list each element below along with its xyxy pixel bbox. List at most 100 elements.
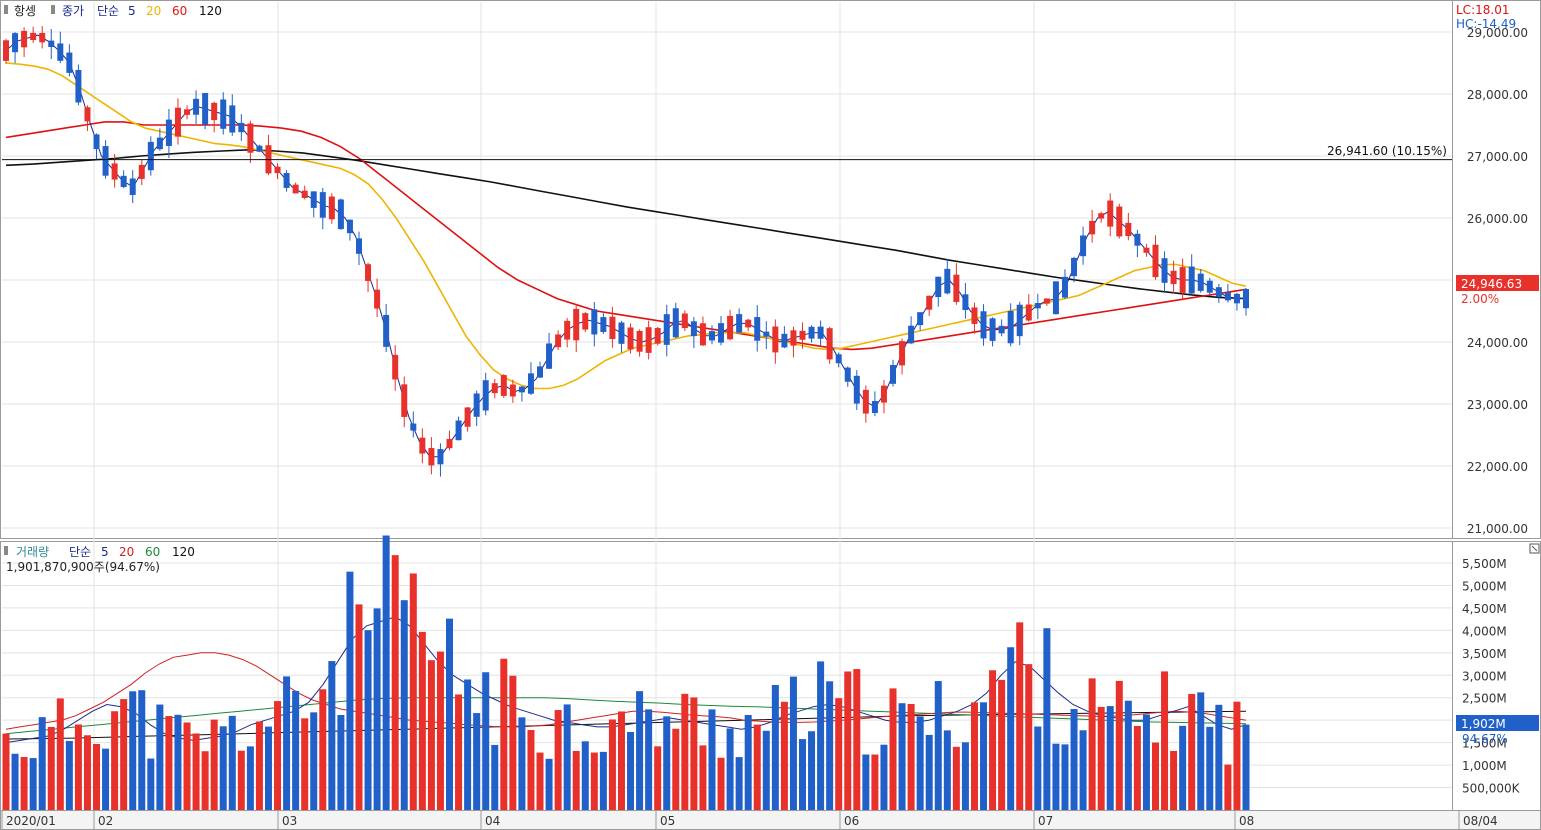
volume-bar bbox=[663, 716, 671, 810]
volume-bar bbox=[1170, 750, 1178, 810]
candle bbox=[1034, 303, 1041, 309]
legend-volume-ma20: 20 bbox=[119, 545, 134, 559]
volume-bar bbox=[735, 757, 743, 810]
volume-bar bbox=[599, 751, 607, 810]
price-tick-label: 24,000.00 bbox=[1467, 336, 1528, 350]
volume-bar bbox=[708, 709, 716, 810]
x-tick-label: 02 bbox=[98, 814, 113, 828]
candle bbox=[781, 333, 788, 348]
volume-tick-label: 3,500M bbox=[1462, 647, 1507, 661]
candle bbox=[1007, 311, 1014, 344]
candle bbox=[600, 317, 607, 332]
candle bbox=[1152, 244, 1159, 278]
volume-bar bbox=[1179, 725, 1187, 810]
candle bbox=[12, 33, 19, 53]
candle bbox=[3, 40, 9, 61]
candle bbox=[527, 373, 534, 394]
volume-tick-label: 4,000M bbox=[1462, 624, 1507, 638]
volume-bar bbox=[943, 730, 951, 810]
candle bbox=[75, 69, 82, 103]
time-axis bbox=[0, 810, 1541, 830]
legend-toggle-icon[interactable] bbox=[4, 5, 8, 14]
candle bbox=[473, 393, 480, 417]
volume-bar bbox=[56, 698, 64, 810]
volume-bar bbox=[129, 691, 137, 810]
price-tick-label: 22,000.00 bbox=[1467, 460, 1528, 474]
legend-price-name: 항셍 bbox=[14, 4, 36, 18]
volume-bar bbox=[38, 717, 46, 810]
volume-bar bbox=[753, 724, 761, 810]
candle bbox=[355, 238, 362, 254]
candle bbox=[184, 109, 191, 115]
candle bbox=[736, 314, 743, 333]
volume-bar bbox=[283, 676, 291, 810]
panel-close-icon-mark bbox=[1531, 545, 1538, 552]
volume-bar bbox=[391, 555, 399, 810]
x-tick-label: 03 bbox=[282, 814, 297, 828]
volume-bar bbox=[835, 698, 843, 810]
volume-bar bbox=[808, 731, 816, 810]
volume-bar bbox=[47, 726, 55, 810]
candle bbox=[718, 323, 725, 343]
legend-volume-name: 거래량 bbox=[16, 545, 49, 559]
volume-bar bbox=[473, 713, 481, 810]
volume-bar bbox=[20, 756, 28, 810]
candle bbox=[383, 314, 390, 347]
x-tick-label: 06 bbox=[844, 814, 859, 828]
volume-bar bbox=[780, 701, 788, 810]
candle bbox=[1188, 266, 1195, 294]
legend-ma20: 20 bbox=[146, 4, 161, 18]
volume-bar bbox=[880, 744, 888, 810]
candle bbox=[419, 437, 426, 454]
current-volume-tag bbox=[1456, 715, 1539, 731]
volume-bar bbox=[853, 669, 861, 810]
candle bbox=[564, 320, 571, 340]
candle bbox=[482, 380, 489, 411]
volume-bar bbox=[111, 711, 119, 810]
candle bbox=[681, 313, 688, 329]
price-panel[interactable] bbox=[0, 0, 1453, 539]
volume-tick-label: 5,000M bbox=[1462, 579, 1507, 593]
candle bbox=[202, 93, 209, 125]
candle bbox=[654, 328, 661, 344]
price-tick-label: 28,000.00 bbox=[1467, 88, 1528, 102]
volume-bar bbox=[572, 750, 580, 810]
volume-bar bbox=[518, 717, 526, 810]
volume-axis bbox=[1452, 541, 1541, 811]
candle bbox=[518, 386, 525, 393]
candle bbox=[844, 367, 851, 382]
candle bbox=[374, 289, 381, 309]
volume-bar bbox=[762, 730, 770, 810]
volume-bar bbox=[1115, 680, 1123, 810]
candle bbox=[609, 316, 616, 339]
volume-bar bbox=[1215, 704, 1223, 810]
reference-annotation: 26,941.60 (10.15%) bbox=[1327, 144, 1447, 158]
candle bbox=[808, 326, 815, 339]
volume-bar bbox=[1052, 743, 1060, 810]
volume-bar bbox=[1224, 764, 1232, 810]
volume-bar bbox=[627, 731, 635, 810]
candle bbox=[754, 317, 761, 341]
volume-bar bbox=[1097, 706, 1105, 810]
legend-toggle-icon[interactable] bbox=[4, 546, 8, 555]
legend-volume-ma5: 5 bbox=[101, 545, 109, 559]
volume-bar bbox=[319, 689, 327, 810]
candle bbox=[1143, 247, 1150, 253]
current-price-tag bbox=[1456, 275, 1539, 291]
volume-tick-label: 1,500M bbox=[1462, 737, 1507, 751]
volume-bar bbox=[699, 745, 707, 810]
candle bbox=[853, 375, 860, 404]
candle bbox=[310, 191, 317, 208]
volume-bar bbox=[817, 661, 825, 810]
x-tick-label: 07 bbox=[1038, 814, 1053, 828]
hc-value: HC:-14.49 bbox=[1456, 17, 1516, 31]
volume-bar bbox=[1043, 628, 1051, 810]
volume-bar bbox=[980, 702, 988, 810]
volume-bar bbox=[717, 757, 725, 810]
candle bbox=[998, 325, 1005, 334]
volume-bar bbox=[102, 748, 110, 810]
volume-bar bbox=[328, 661, 336, 810]
legend-toggle-icon[interactable] bbox=[51, 5, 55, 14]
volume-bar bbox=[93, 743, 101, 810]
